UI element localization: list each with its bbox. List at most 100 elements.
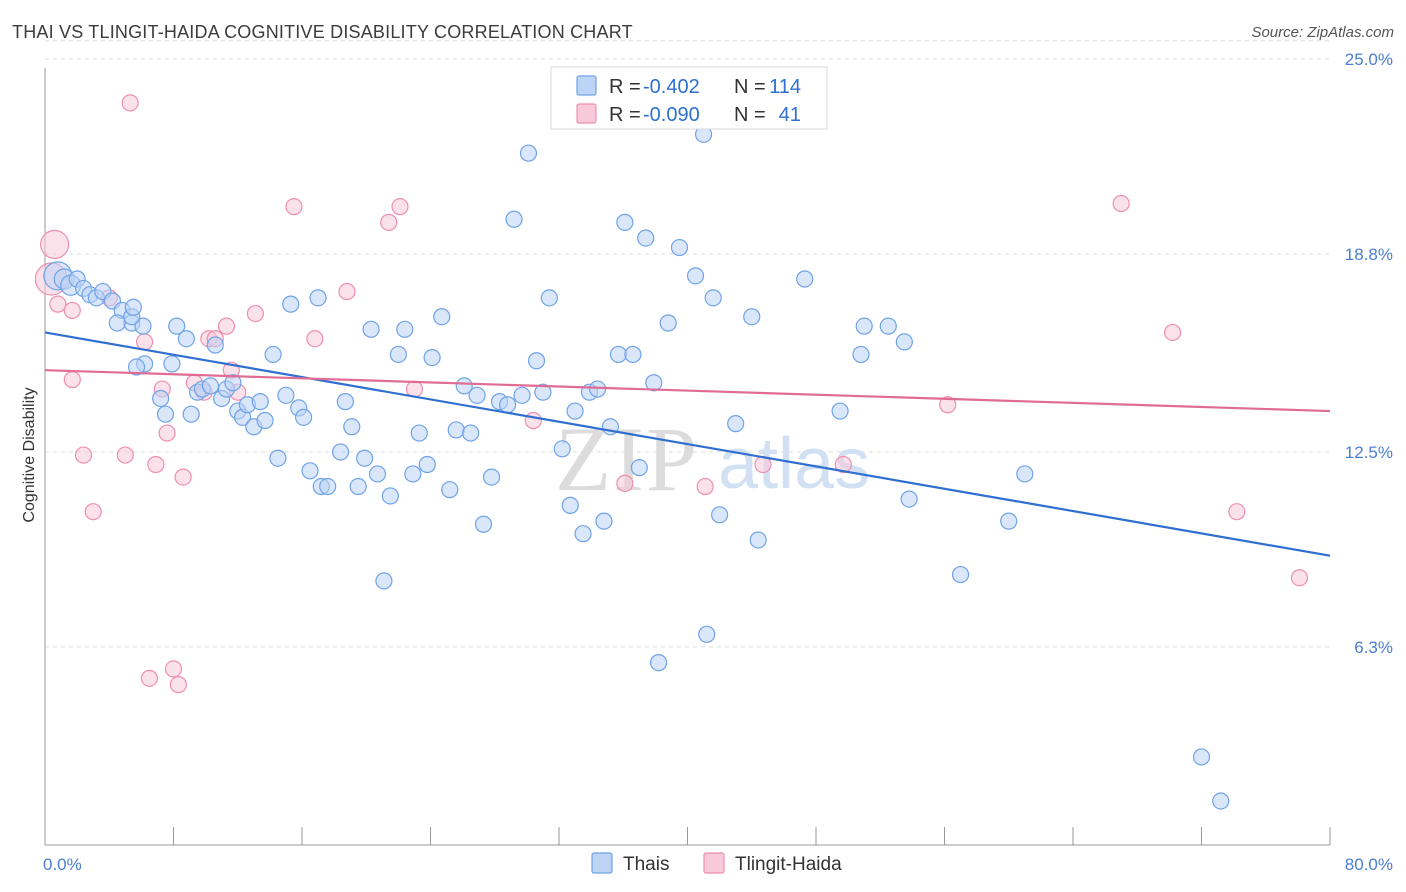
point-thais [410,424,428,442]
point-thais [441,481,459,499]
point-tlingit-haida [121,94,139,112]
y-tick-label: 18.8% [1345,245,1393,264]
point-thais [727,415,745,433]
point-thais [362,320,380,338]
point-thais [624,345,642,364]
legend-box [550,66,828,130]
point-tlingit-haida [140,669,159,687]
point-tlingit-haida [169,676,187,694]
point-thais [616,213,634,231]
point-thais [224,374,242,392]
point-tlingit-haida [135,333,154,351]
legend-r-value: -0.402 [643,76,700,98]
legend-n-label: N = [734,104,766,126]
gridlines [45,40,1330,648]
point-thais [182,405,200,423]
point-thais [743,308,761,326]
bottom-legend-swatch [591,852,613,874]
point-thais [163,355,181,373]
point-thais [645,374,663,392]
point-thais [566,402,584,420]
point-thais [519,144,538,162]
legend-swatch [576,103,597,124]
point-thais [396,320,414,338]
point-thais [553,440,571,458]
point-tlingit-haida [285,198,303,216]
point-tlingit-haida [63,301,81,320]
point-thais [649,654,668,672]
point-tlingit-haida [1228,503,1246,521]
point-tlingit-haida [696,477,714,496]
point-tlingit-haida [524,411,542,430]
point-thais [704,289,722,307]
chart-title: THAI VS TLINGIT-HAIDA COGNITIVE DISABILI… [12,22,633,42]
point-thais [659,314,677,332]
point-thais [108,314,126,332]
point-thais [319,477,337,496]
point-thais [900,490,918,508]
point-tlingit-haida [74,446,93,464]
point-thais [127,358,146,376]
point-tlingit-haida [391,198,409,216]
point-thais [368,465,387,483]
point-thais [686,267,705,285]
bottom-legend-label: Tlingit-Haida [735,854,842,875]
bottom-legend-label: Thais [623,854,669,875]
point-thais [336,393,354,411]
point-thais [309,289,327,307]
point-tlingit-haida [158,424,176,442]
point-tlingit-haida [380,213,398,231]
legend: R = -0.402 N = 114 R = -0.090 N = 41 [550,66,828,130]
watermark-zip: ZIP [555,408,699,510]
point-tlingit-haida [116,446,134,464]
point-tlingit-haida [174,468,192,486]
point-tlingit-haida [84,503,102,521]
point-thais [156,405,175,423]
point-thais [609,345,628,364]
point-thais [404,465,422,483]
point-thais [513,386,531,404]
trend-lines [44,331,1331,557]
point-tlingit-haida [164,660,183,678]
legend-r-label: R = [609,104,641,126]
bottom-legend: Thais Tlingit-Haida [591,852,842,875]
point-thais [670,238,689,257]
point-thais [527,352,546,370]
point-thais [455,377,473,395]
point-thais [1192,748,1211,766]
data-points [34,94,1309,810]
point-thais [282,295,300,313]
point-thais [482,468,501,486]
point-thais [574,525,592,543]
point-thais [168,317,186,335]
point-tlingit-haida [49,295,67,313]
point-thais [505,210,523,228]
point-tlingit-haida [147,455,165,474]
point-thais [468,386,486,404]
point-thais [951,565,970,584]
point-thais [433,308,451,326]
point-thais [447,421,465,439]
point-thais [206,336,224,354]
point-thais [474,515,493,533]
point-tlingit-haida [1290,569,1309,587]
tick-labels: 6.3% 12.5% 18.8% 25.0% 0.0% 80.0% [43,50,1393,874]
point-thais [134,317,152,335]
point-thais [1016,465,1034,483]
x-tick-label-start: 0.0% [43,855,82,874]
point-thais [561,496,579,514]
point-thais [375,572,393,590]
axes [44,68,1331,846]
point-tlingit-haida [63,371,81,389]
point-thais [588,380,607,398]
legend-n-value: 114 [769,76,801,98]
point-thais [749,531,767,549]
point-thais [301,462,319,480]
y-tick-label: 12.5% [1345,443,1393,462]
point-thais [462,424,480,442]
point-thais [201,377,220,395]
point-thais [711,506,729,524]
point-tlingit-haida [217,317,236,335]
x-tick-label-end: 80.0% [1345,855,1393,874]
